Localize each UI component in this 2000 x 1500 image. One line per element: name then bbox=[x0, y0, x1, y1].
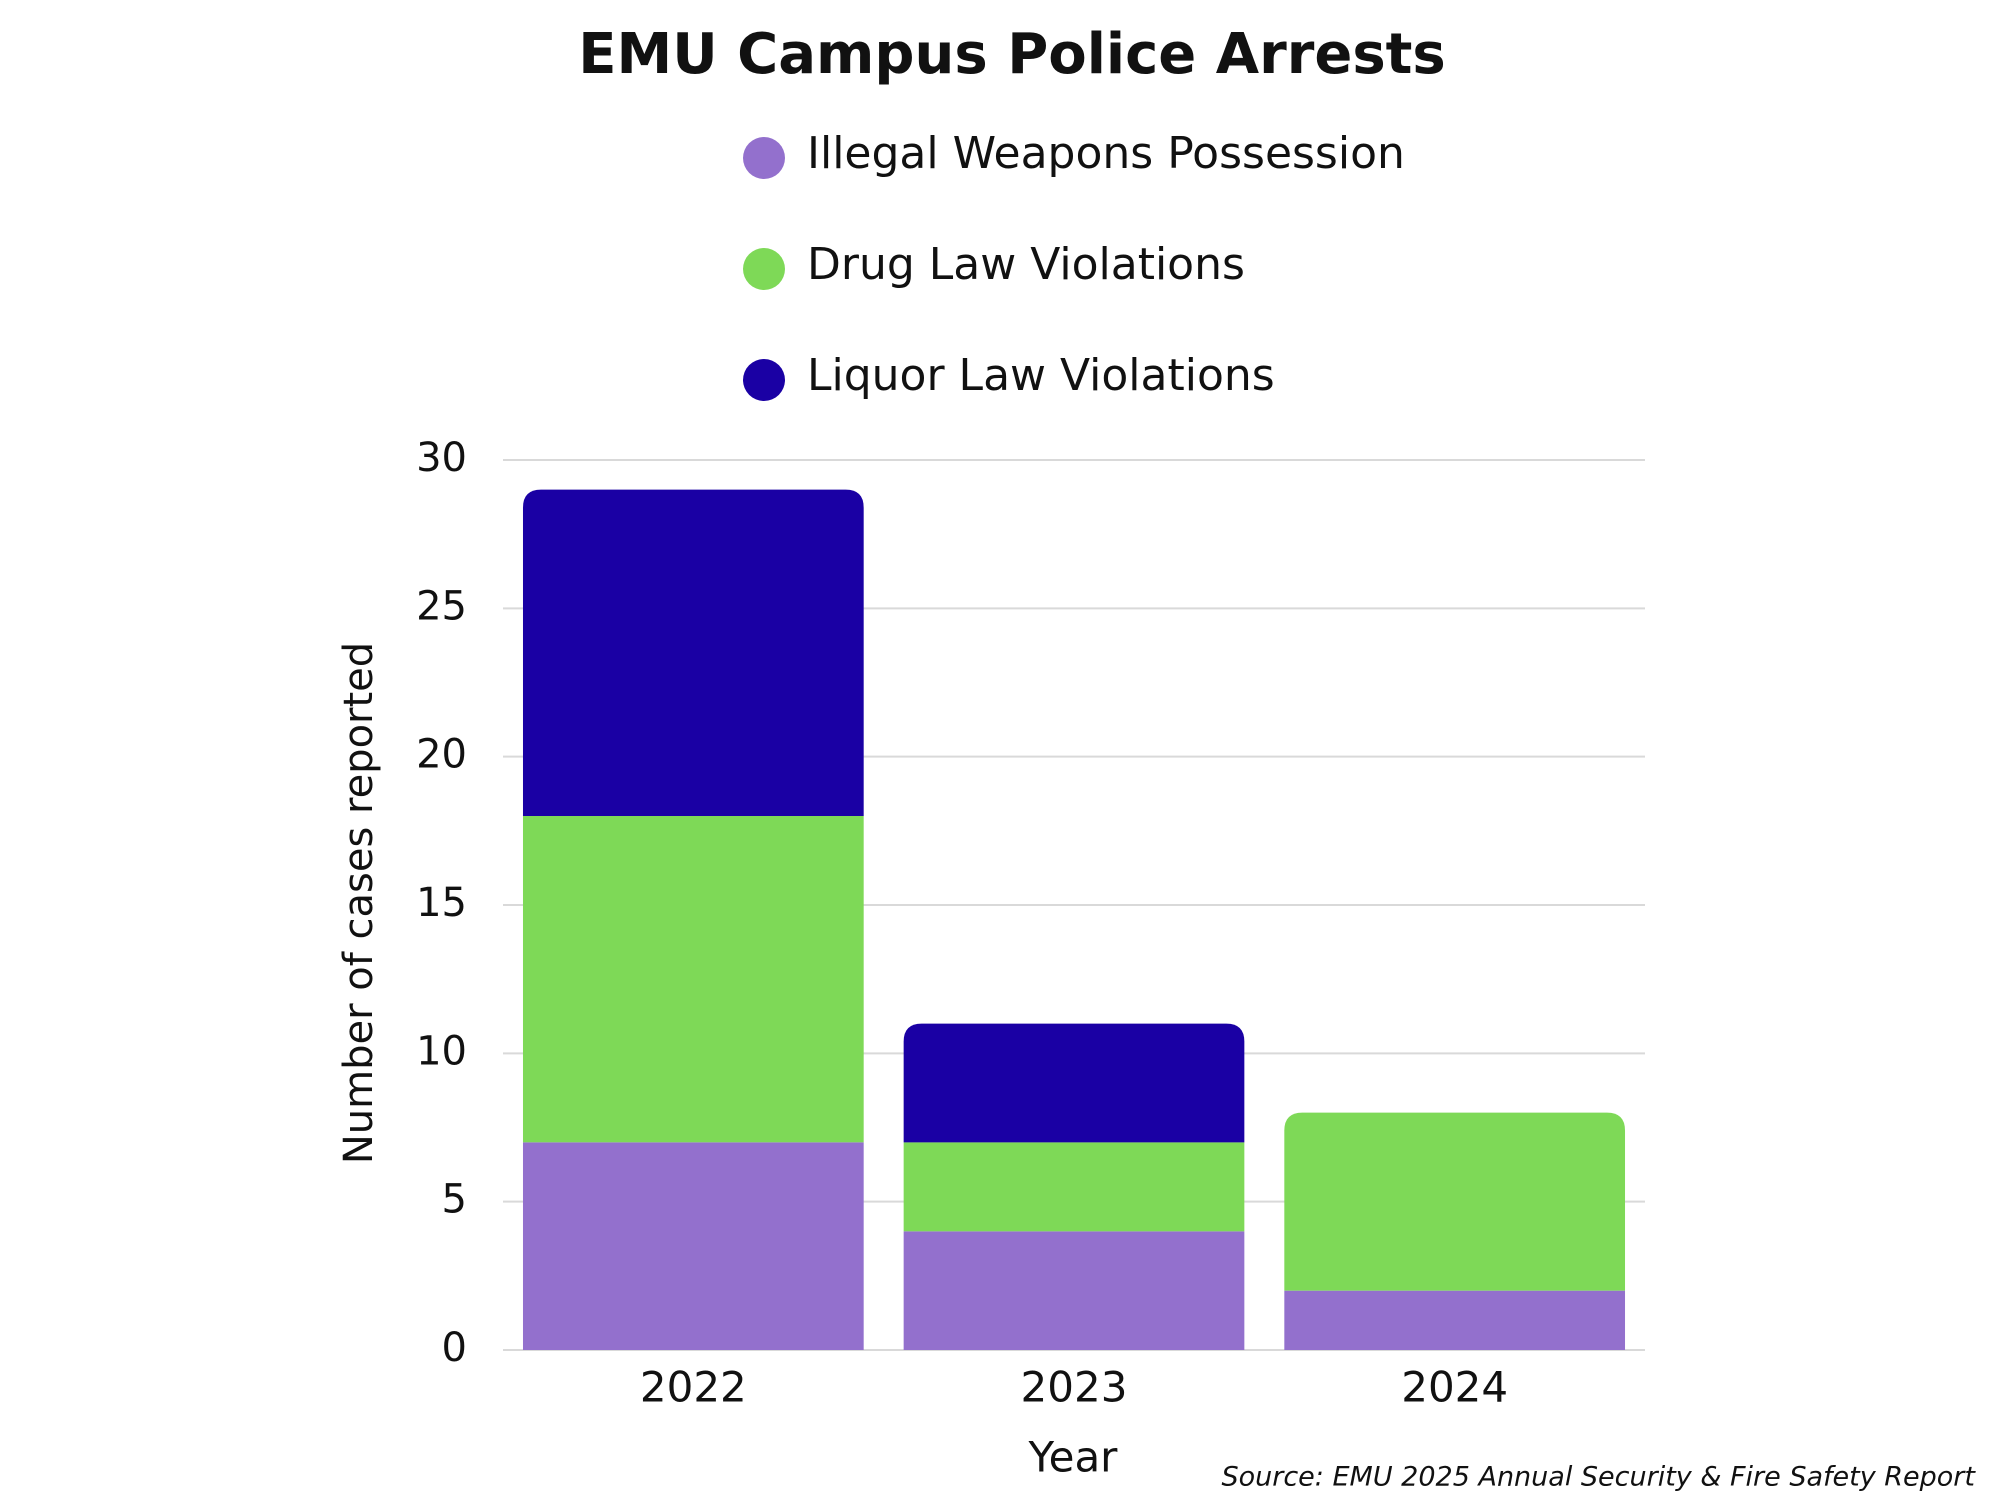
legend-label: Illegal Weapons Possession bbox=[807, 128, 1405, 179]
legend-marker bbox=[743, 137, 785, 179]
legend-label: Drug Law Violations bbox=[807, 239, 1245, 290]
x-tick-label: 2024 bbox=[1401, 1363, 1508, 1412]
y-tick-label: 30 bbox=[416, 435, 467, 481]
x-axis-title: Year bbox=[1028, 1433, 1119, 1482]
bar-segment bbox=[522, 1142, 864, 1350]
x-tick-label: 2022 bbox=[640, 1363, 747, 1412]
y-axis-title: Number of cases reported bbox=[336, 642, 382, 1164]
legend-label: Liquor Law Violations bbox=[807, 350, 1275, 401]
bar-segment bbox=[522, 816, 864, 1143]
chart-title: EMU Campus Police Arrests bbox=[578, 22, 1446, 87]
bar-segment bbox=[522, 489, 864, 816]
y-tick-label: 0 bbox=[442, 1325, 467, 1371]
bar-segment bbox=[903, 1231, 1245, 1350]
y-tick-label: 25 bbox=[416, 583, 467, 629]
y-tick-label: 15 bbox=[416, 880, 467, 926]
bar-segment bbox=[1284, 1290, 1626, 1350]
source-note: Source: EMU 2025 Annual Security & Fire … bbox=[1221, 1462, 1976, 1493]
y-tick-label: 10 bbox=[416, 1028, 467, 1074]
y-tick-label: 5 bbox=[442, 1177, 467, 1223]
x-tick-label: 2023 bbox=[1021, 1363, 1128, 1412]
y-tick-label: 20 bbox=[416, 732, 467, 778]
bar-segment bbox=[903, 1023, 1245, 1143]
legend-marker bbox=[743, 248, 785, 290]
legend-marker bbox=[743, 359, 785, 401]
bar-segment bbox=[1284, 1112, 1626, 1291]
bar-segment bbox=[903, 1142, 1245, 1232]
